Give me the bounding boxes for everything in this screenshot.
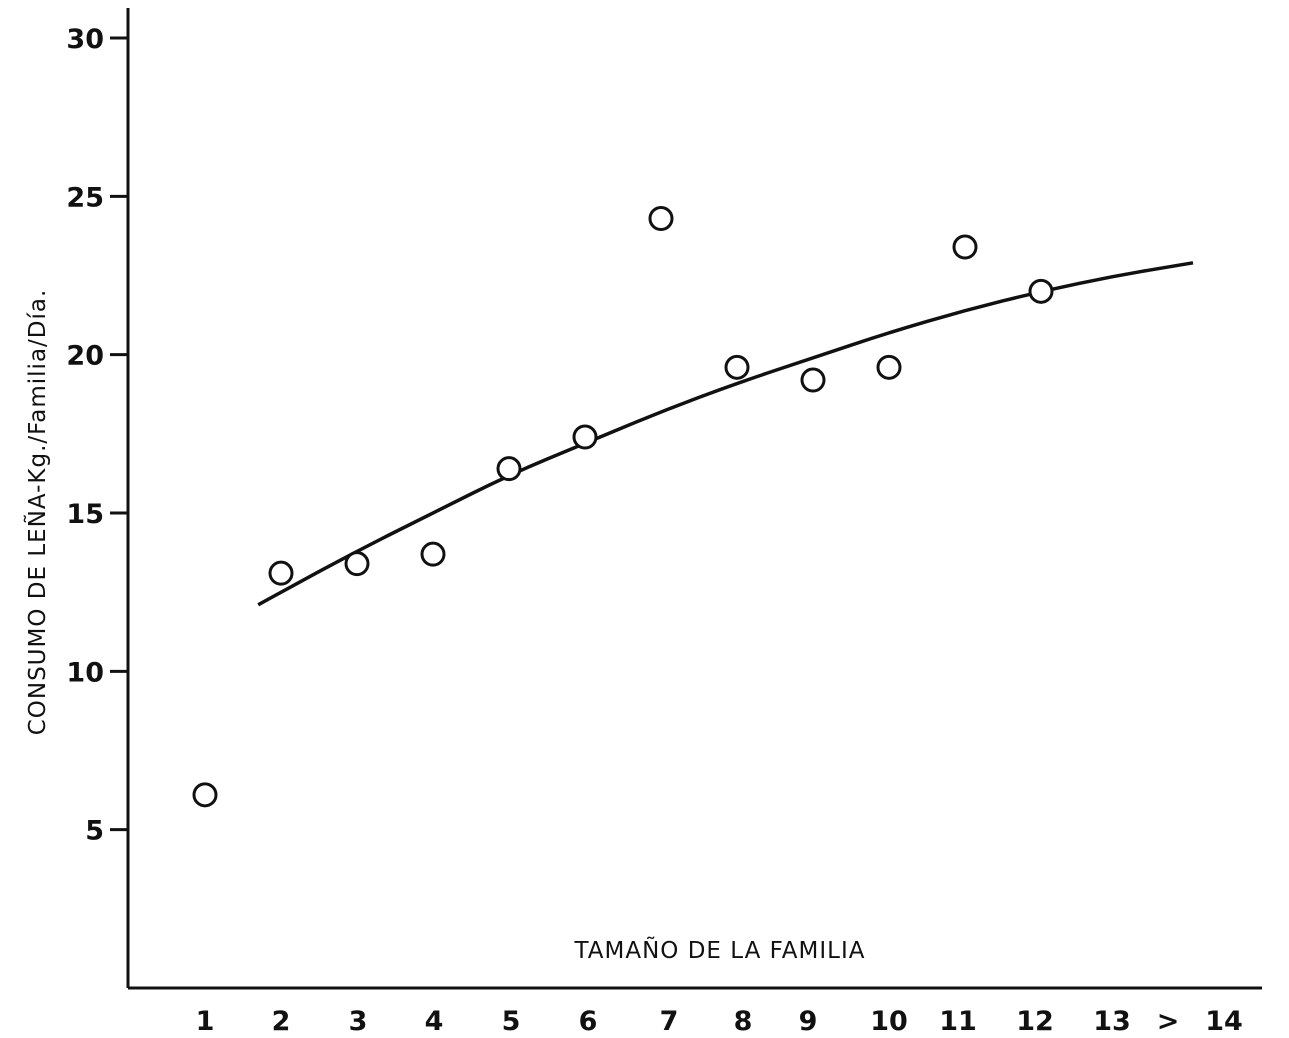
- x-tick-label: 2: [272, 1006, 291, 1037]
- data-point: [192, 782, 218, 808]
- y-tick-label: 20: [66, 341, 104, 372]
- x-tick-label: 10: [870, 1006, 908, 1037]
- data-point: [648, 206, 674, 231]
- chart-axes: [126, 8, 1262, 990]
- chart-ticks: [110, 36, 128, 832]
- y-axis-title: CONSUMO DE LEÑA-Kg./Familia/Día.: [23, 289, 51, 736]
- x-axis-title: TAMAÑO DE LA FAMILIA: [574, 936, 866, 964]
- data-point: [496, 456, 522, 482]
- data-point: [420, 541, 446, 567]
- x-tick-label: 6: [579, 1006, 598, 1037]
- chart-fit-curve-group: [257, 261, 1194, 607]
- y-tick-label: 5: [85, 816, 104, 847]
- y-tick-label: 25: [66, 182, 104, 213]
- data-point: [724, 354, 750, 380]
- y-tick-label: 30: [66, 24, 104, 55]
- data-point: [800, 367, 826, 393]
- x-tick-label: 14: [1205, 1006, 1243, 1037]
- data-point: [268, 560, 294, 586]
- data-point: [344, 551, 370, 577]
- x-tick-label: 1: [196, 1006, 215, 1037]
- data-point: [876, 354, 902, 380]
- data-point: [952, 234, 978, 260]
- x-tick-label: 11: [939, 1006, 977, 1037]
- x-tick-label: 12: [1016, 1006, 1054, 1037]
- x-tick-label: 4: [425, 1006, 444, 1037]
- y-tick-label: 10: [66, 657, 104, 688]
- x-tick-label: 7: [660, 1006, 679, 1037]
- fit-curve: [257, 261, 1194, 607]
- chart-data-points: [192, 206, 1054, 808]
- x-tick-label: 9: [799, 1006, 818, 1037]
- x-tick-label: 13: [1093, 1006, 1131, 1037]
- x-tick-label: >: [1157, 1006, 1180, 1037]
- x-tick-label: 5: [502, 1006, 521, 1037]
- data-point: [1028, 278, 1054, 304]
- data-point: [572, 424, 598, 450]
- x-tick-label: 8: [734, 1006, 753, 1037]
- y-tick-label: 15: [66, 499, 104, 530]
- x-tick-label: 3: [349, 1006, 368, 1037]
